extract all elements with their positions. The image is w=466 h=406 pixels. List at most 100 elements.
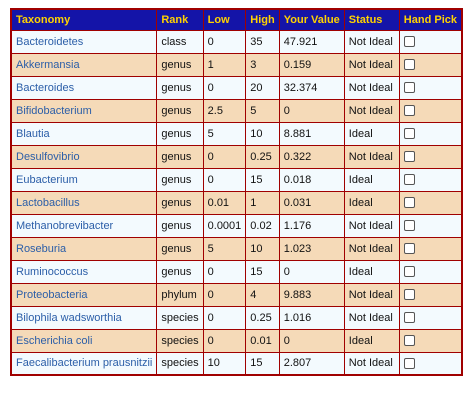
- taxonomy-cell: Blautia: [10, 121, 158, 146]
- header-low: Low: [202, 8, 247, 31]
- taxonomy-cell: Bacteroides: [10, 75, 158, 100]
- hand-pick-checkbox[interactable]: [403, 266, 415, 278]
- rank-cell: species: [156, 351, 204, 376]
- taxonomy-cell: Bacteroidetes: [10, 29, 158, 54]
- table-body: Bacteroidetes class 0 35 47.921 Not Ideal Akke…: [10, 29, 463, 376]
- high-value-cell: 5: [245, 98, 280, 123]
- hand-pick-cell: [398, 328, 463, 353]
- table-row: Bacteroides genus 0 20 32.374 Not Ideal: [10, 75, 463, 100]
- table-row: Bilophila wadsworthia species 0 0.25 1.016 No…: [10, 305, 463, 330]
- low-value-cell: 0: [202, 282, 247, 307]
- taxonomy-link[interactable]: Bilophila wadsworthia: [16, 311, 122, 324]
- hand-pick-checkbox[interactable]: [403, 82, 415, 94]
- high-value-cell: 4: [245, 282, 280, 307]
- taxonomy-link[interactable]: Bacteroidetes: [16, 35, 84, 48]
- taxonomy-cell: Methanobrevibacter: [10, 213, 158, 238]
- your-value-cell: 8.881: [278, 121, 345, 146]
- low-value-cell: 0: [202, 259, 247, 284]
- header-your-value: Your Value: [278, 8, 345, 31]
- your-value-cell: 9.883: [278, 282, 345, 307]
- taxonomy-link[interactable]: Proteobacteria: [16, 288, 88, 301]
- high-value-cell: 0.02: [245, 213, 280, 238]
- taxonomy-link[interactable]: Blautia: [16, 127, 50, 140]
- table-row: Desulfovibrio genus 0 0.25 0.322 Not Ideal: [10, 144, 463, 169]
- hand-pick-cell: [398, 259, 463, 284]
- hand-pick-cell: [398, 236, 463, 261]
- low-value-cell: 1: [202, 52, 247, 77]
- hand-pick-checkbox[interactable]: [403, 151, 415, 163]
- table-row: Escherichia coli species 0 0.01 0 Ideal: [10, 328, 463, 353]
- hand-pick-checkbox[interactable]: [403, 335, 415, 347]
- taxonomy-link[interactable]: Faecalibacterium prausnitzii: [16, 357, 153, 370]
- status-cell: Ideal: [343, 121, 400, 146]
- taxonomy-results-table: Taxonomy Rank Low High Your Value Status…: [10, 8, 463, 376]
- taxonomy-link[interactable]: Akkermansia: [16, 58, 80, 71]
- hand-pick-checkbox[interactable]: [403, 289, 415, 301]
- rank-cell: genus: [156, 144, 204, 169]
- taxonomy-cell: Escherichia coli: [10, 328, 158, 353]
- your-value-cell: 0: [278, 259, 345, 284]
- rank-cell: genus: [156, 167, 204, 192]
- status-cell: Not Ideal: [343, 305, 400, 330]
- hand-pick-checkbox[interactable]: [403, 357, 415, 369]
- status-cell: Ideal: [343, 328, 400, 353]
- status-cell: Not Ideal: [343, 351, 400, 376]
- taxonomy-cell: Akkermansia: [10, 52, 158, 77]
- high-value-cell: 15: [245, 259, 280, 284]
- your-value-cell: 32.374: [278, 75, 345, 100]
- taxonomy-link[interactable]: Ruminococcus: [16, 265, 89, 278]
- taxonomy-link[interactable]: Desulfovibrio: [16, 150, 80, 163]
- high-value-cell: 20: [245, 75, 280, 100]
- taxonomy-link[interactable]: Bacteroides: [16, 81, 75, 94]
- taxonomy-cell: Ruminococcus: [10, 259, 158, 284]
- taxonomy-link[interactable]: Eubacterium: [16, 173, 78, 186]
- hand-pick-cell: [398, 305, 463, 330]
- rank-cell: species: [156, 305, 204, 330]
- table-header-row: Taxonomy Rank Low High Your Value Status…: [10, 8, 463, 31]
- table-row: Lactobacillus genus 0.01 1 0.031 Ideal: [10, 190, 463, 215]
- rank-cell: class: [156, 29, 204, 54]
- taxonomy-link[interactable]: Roseburia: [16, 242, 67, 255]
- hand-pick-checkbox[interactable]: [403, 174, 415, 186]
- taxonomy-cell: Eubacterium: [10, 167, 158, 192]
- taxonomy-link[interactable]: Escherichia coli: [16, 334, 93, 347]
- rank-cell: genus: [156, 121, 204, 146]
- low-value-cell: 0: [202, 144, 247, 169]
- your-value-cell: 0: [278, 328, 345, 353]
- rank-cell: genus: [156, 98, 204, 123]
- taxonomy-link[interactable]: Bifidobacterium: [16, 104, 92, 117]
- taxonomy-cell: Faecalibacterium prausnitzii: [10, 351, 158, 376]
- hand-pick-checkbox[interactable]: [403, 105, 415, 117]
- status-cell: Not Ideal: [343, 75, 400, 100]
- taxonomy-link[interactable]: Lactobacillus: [16, 196, 80, 209]
- taxonomy-link[interactable]: Methanobrevibacter: [16, 219, 114, 232]
- hand-pick-cell: [398, 75, 463, 100]
- status-cell: Not Ideal: [343, 52, 400, 77]
- your-value-cell: 2.807: [278, 351, 345, 376]
- high-value-cell: 10: [245, 121, 280, 146]
- hand-pick-checkbox[interactable]: [403, 220, 415, 232]
- status-cell: Not Ideal: [343, 29, 400, 54]
- low-value-cell: 0: [202, 328, 247, 353]
- hand-pick-checkbox[interactable]: [403, 59, 415, 71]
- taxonomy-cell: Roseburia: [10, 236, 158, 261]
- hand-pick-checkbox[interactable]: [403, 128, 415, 140]
- high-value-cell: 0.25: [245, 144, 280, 169]
- table-row: Ruminococcus genus 0 15 0 Ideal: [10, 259, 463, 284]
- taxonomy-cell: Bifidobacterium: [10, 98, 158, 123]
- hand-pick-checkbox[interactable]: [403, 197, 415, 209]
- header-status: Status: [343, 8, 400, 31]
- hand-pick-cell: [398, 121, 463, 146]
- rank-cell: genus: [156, 213, 204, 238]
- table-row: Eubacterium genus 0 15 0.018 Ideal: [10, 167, 463, 192]
- rank-cell: species: [156, 328, 204, 353]
- your-value-cell: 1.176: [278, 213, 345, 238]
- high-value-cell: 10: [245, 236, 280, 261]
- low-value-cell: 0: [202, 75, 247, 100]
- hand-pick-checkbox[interactable]: [403, 312, 415, 324]
- hand-pick-checkbox[interactable]: [403, 243, 415, 255]
- your-value-cell: 0.322: [278, 144, 345, 169]
- low-value-cell: 5: [202, 236, 247, 261]
- hand-pick-checkbox[interactable]: [403, 36, 415, 48]
- your-value-cell: 0.159: [278, 52, 345, 77]
